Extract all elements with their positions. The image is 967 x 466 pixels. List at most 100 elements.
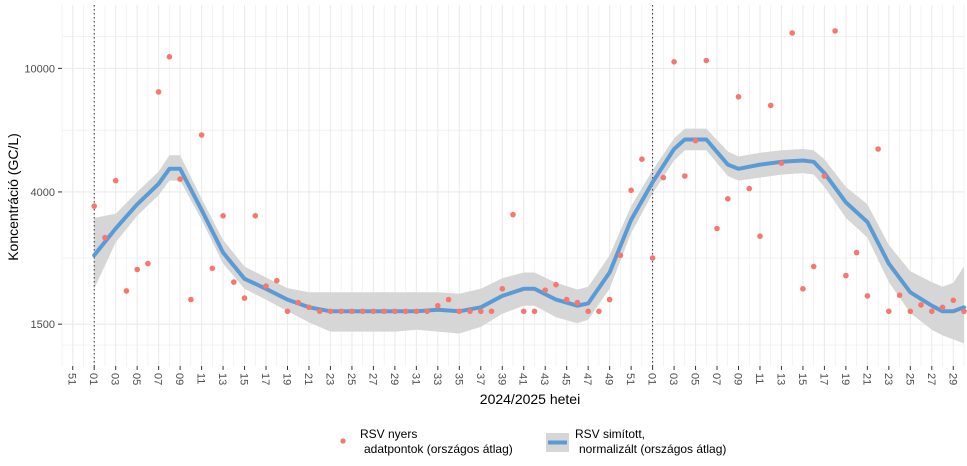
data-point <box>929 308 935 315</box>
data-point <box>123 288 130 294</box>
y-axis-label: Koncentráció (GC/L) <box>5 133 21 261</box>
data-point <box>918 302 924 308</box>
data-point <box>520 308 527 315</box>
data-point <box>531 308 538 315</box>
data-point <box>843 272 849 279</box>
data-point <box>456 308 463 315</box>
x-tick-label: 07 <box>710 373 722 385</box>
data-point <box>252 213 259 219</box>
smoothed-line <box>92 137 966 314</box>
x-tick-label: 11 <box>195 373 207 384</box>
data-point <box>821 173 828 179</box>
x-tick-label: 33 <box>431 373 443 385</box>
x-tick-label: 07 <box>152 373 164 385</box>
data-point <box>445 296 452 303</box>
data-point <box>778 160 785 166</box>
data-point <box>112 177 119 184</box>
x-tick-label: 03 <box>667 373 679 385</box>
data-point <box>832 28 838 34</box>
data-point <box>338 308 345 315</box>
x-tick-label: 31 <box>409 373 421 385</box>
data-point <box>886 308 892 315</box>
data-point <box>574 299 581 306</box>
confidence-band <box>94 128 964 344</box>
data-point <box>316 308 323 315</box>
data-point <box>413 308 420 315</box>
data-point <box>725 196 731 202</box>
data-point <box>789 30 795 36</box>
data-point <box>563 296 570 303</box>
data-point <box>241 295 248 301</box>
data-point <box>274 277 280 284</box>
data-point <box>875 146 881 152</box>
x-tick-label: 43 <box>538 373 550 385</box>
data-point <box>950 297 957 304</box>
data-point <box>703 57 710 64</box>
data-point <box>660 174 667 181</box>
x-tick-label: 51 <box>624 373 636 385</box>
data-point <box>198 132 205 138</box>
x-tick-label: 05 <box>130 373 142 385</box>
x-tick-label: 23 <box>882 373 894 385</box>
x-tick-label: 11 <box>753 373 765 384</box>
data-point <box>102 234 108 241</box>
y-axis-ticks: 1500 4000 10000 <box>24 63 62 331</box>
data-point <box>692 137 699 144</box>
x-tick-label: 15 <box>796 373 808 385</box>
data-point <box>510 211 516 218</box>
y-tick-label: 10000 <box>24 63 55 75</box>
data-point <box>735 94 742 100</box>
legend-point-key <box>340 438 346 444</box>
x-tick-label: 13 <box>775 373 787 385</box>
y-tick-label: 4000 <box>31 187 55 199</box>
x-tick-label: 21 <box>302 373 314 385</box>
data-point <box>392 308 398 315</box>
x-tick-label: 23 <box>324 373 336 385</box>
data-point <box>853 249 860 256</box>
x-tick-label: 45 <box>560 373 572 385</box>
data-point <box>639 156 645 162</box>
legend-smooth-label-line2: normalizált (országos átlag) <box>579 442 726 456</box>
data-point <box>896 292 903 299</box>
data-point <box>134 266 140 273</box>
data-point <box>939 304 946 311</box>
data-point <box>606 296 613 303</box>
data-point <box>359 308 366 315</box>
x-tick-label: 27 <box>366 373 378 385</box>
x-tick-label: 19 <box>839 373 851 385</box>
data-point <box>767 102 774 109</box>
x-tick-label: 41 <box>517 373 529 385</box>
x-tick-label: 09 <box>173 373 185 385</box>
x-tick-label: 21 <box>860 373 872 385</box>
x-axis-label: 2024/2025 hetei <box>480 391 580 407</box>
raw-points <box>91 28 967 315</box>
data-point <box>467 308 473 315</box>
data-point <box>499 286 506 292</box>
data-point <box>145 260 151 267</box>
data-point <box>349 308 355 315</box>
data-point <box>682 173 688 179</box>
data-point <box>800 286 806 292</box>
x-tick-label: 49 <box>603 373 615 385</box>
x-tick-label: 09 <box>732 373 744 385</box>
data-point <box>757 233 763 239</box>
data-point <box>435 302 441 309</box>
data-point <box>746 185 752 192</box>
data-point <box>961 308 967 315</box>
data-point <box>370 308 377 315</box>
legend-points-label-line1: RSV nyers <box>360 427 417 441</box>
data-point <box>424 308 430 315</box>
data-point <box>177 176 183 182</box>
data-point <box>596 308 602 315</box>
data-point <box>542 287 548 294</box>
x-tick-label: 29 <box>946 373 958 385</box>
x-tick-label: 25 <box>345 373 357 385</box>
data-point <box>907 308 914 315</box>
data-point <box>381 308 387 315</box>
data-point <box>284 308 291 315</box>
data-point <box>91 203 97 209</box>
data-point <box>864 293 871 299</box>
data-point <box>295 299 302 306</box>
legend-smooth-label-line1: RSV simított, <box>575 427 645 441</box>
